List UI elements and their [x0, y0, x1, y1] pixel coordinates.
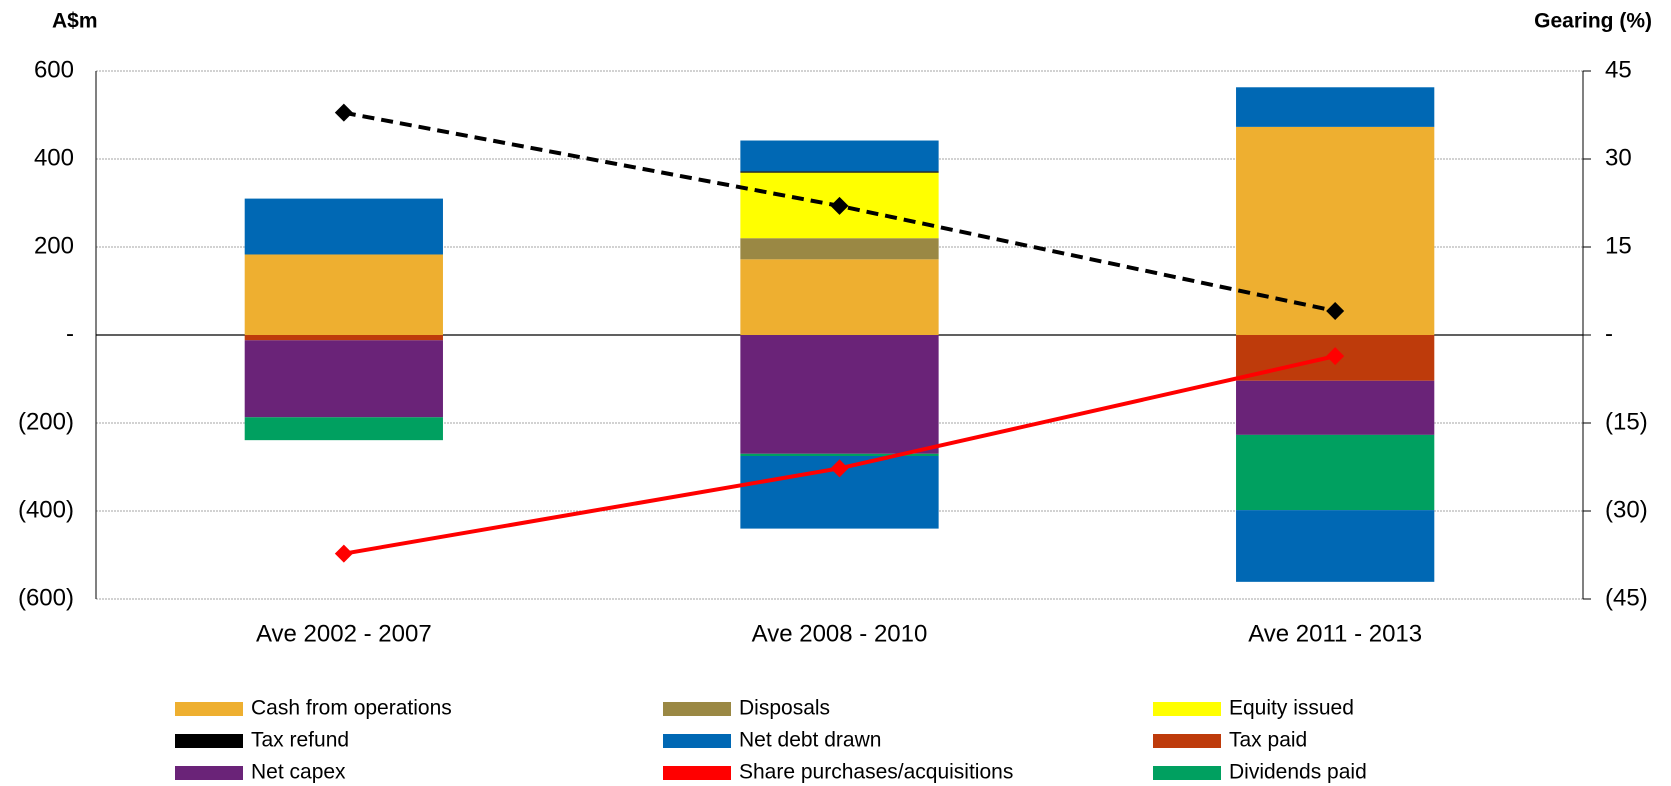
legend-swatch — [175, 734, 243, 748]
bar-segment — [1236, 434, 1435, 511]
y2-tick-label: - — [1605, 320, 1613, 347]
bar-segment — [740, 171, 939, 173]
legend-swatch — [663, 702, 731, 716]
y-axis-title: A$m — [52, 10, 98, 33]
legend-label: Share purchases/acquisitions — [739, 761, 1013, 784]
bar-segment — [244, 198, 443, 255]
y2-tick-label: 45 — [1605, 56, 1632, 83]
y2-axis-title: Gearing (%) — [1534, 10, 1652, 33]
line-marker — [1326, 347, 1345, 366]
legend-label: Equity issued — [1229, 697, 1354, 720]
y-tick-label: 600 — [34, 56, 74, 83]
bar-segment — [1236, 380, 1435, 435]
y2-tick-label: (30) — [1605, 496, 1648, 523]
x-tick-label: Ave 2008 - 2010 — [752, 620, 928, 647]
bar-segment — [740, 335, 939, 454]
legend-label: Net debt drawn — [739, 729, 881, 752]
y2-tick-label: 15 — [1605, 232, 1632, 259]
line-marker — [830, 459, 849, 478]
bar-segment — [244, 340, 443, 418]
legend-swatch — [1153, 702, 1221, 716]
legend-swatch — [663, 766, 731, 780]
legend-swatch — [1153, 734, 1221, 748]
bar-segment — [740, 259, 939, 335]
bar-segment — [244, 417, 443, 441]
y-tick-label: 400 — [34, 144, 74, 171]
y-tick-label: 200 — [34, 232, 74, 259]
y-tick-label: - — [66, 320, 74, 347]
bar-segment — [740, 140, 939, 172]
bar-segment — [740, 238, 939, 260]
bar-segment — [1236, 510, 1435, 582]
bar-segment — [244, 335, 443, 341]
line-marker — [830, 196, 849, 215]
x-tick-label: Ave 2002 - 2007 — [256, 620, 432, 647]
legend-swatch — [175, 766, 243, 780]
line-marker — [1326, 301, 1345, 320]
legend-label: Cash from operations — [251, 697, 452, 720]
legend-label: Dividends paid — [1229, 761, 1367, 784]
legend: Cash from operations Disposals Equity issu… — [175, 697, 1367, 784]
legend-label: Tax paid — [1229, 729, 1307, 752]
legend-swatch — [663, 734, 731, 748]
bar-segment — [1236, 126, 1435, 335]
bar-segment — [1236, 87, 1435, 127]
y2-tick-label: (15) — [1605, 408, 1648, 435]
y2-tick-label: (45) — [1605, 584, 1648, 611]
legend-swatch — [175, 702, 243, 716]
y-tick-label: (200) — [18, 408, 74, 435]
y-tick-label: (400) — [18, 496, 74, 523]
y2-tick-label: 30 — [1605, 144, 1632, 171]
legend-label: Net capex — [251, 761, 346, 784]
y-tick-label: (600) — [18, 584, 74, 611]
legend-label: Tax refund — [251, 729, 349, 752]
legend-swatch — [1153, 766, 1221, 780]
line-marker — [334, 544, 353, 563]
legend-label: Disposals — [739, 697, 830, 720]
x-tick-label: Ave 2011 - 2013 — [1248, 620, 1422, 647]
bar-segment — [244, 254, 443, 335]
bar-segment — [740, 453, 939, 456]
line-marker — [334, 103, 353, 122]
